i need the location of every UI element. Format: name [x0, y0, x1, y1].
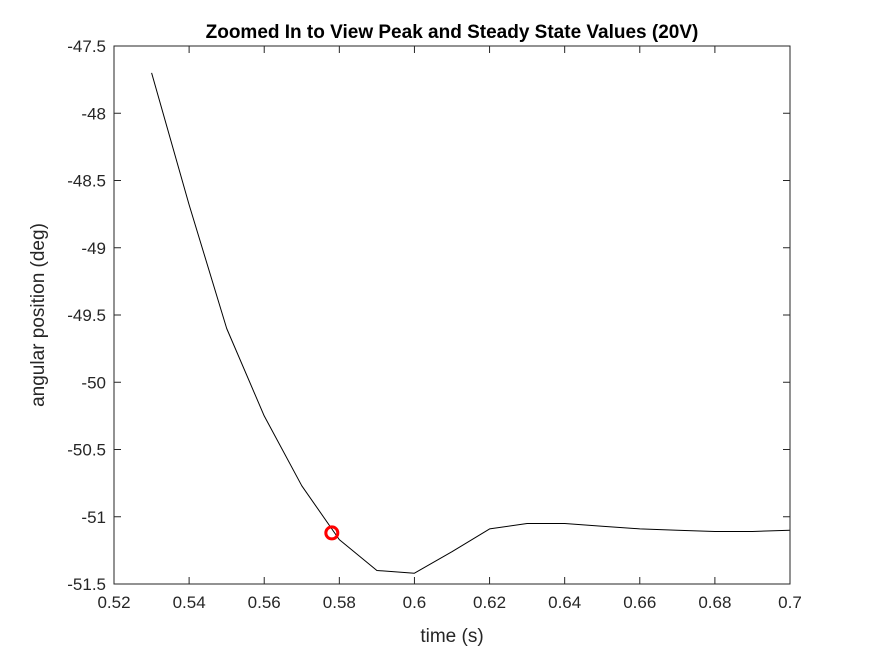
peak-marker [324, 525, 340, 541]
x-tick-label: 0.66 [623, 593, 656, 612]
x-tick-label: 0.58 [323, 593, 356, 612]
x-tick-label: 0.68 [698, 593, 731, 612]
y-tick-label: -49 [81, 239, 106, 258]
y-axis-label: angular position (deg) [28, 223, 49, 407]
x-tick-label: 0.64 [548, 593, 581, 612]
y-tick-label: -50.5 [67, 441, 106, 460]
ticks-layer: 0.52 0.54 0.56 0.58 0.6 0.62 0.64 0.66 0.68 0.7 -4… [67, 37, 802, 612]
marks-layer [151, 72, 791, 574]
x-tick-label: 0.54 [173, 593, 206, 612]
plot-area [114, 46, 790, 584]
y-tick-label: -51 [81, 508, 106, 527]
x-tick-label: 0.56 [248, 593, 281, 612]
axes-box [113, 45, 791, 585]
x-tick-label: 0.7 [778, 593, 802, 612]
x-tick-label: 0.62 [473, 593, 506, 612]
series-line [151, 72, 791, 574]
x-tick-label: 0.52 [97, 593, 130, 612]
y-tick-label: -50 [81, 373, 106, 392]
chart-title: Zoomed In to View Peak and Steady State … [206, 22, 699, 43]
y-tick-label: -49.5 [67, 306, 106, 325]
y-tick-label: -48 [81, 104, 106, 123]
y-tick-label: -48.5 [67, 172, 106, 191]
x-axis-label: time (s) [420, 626, 483, 647]
x-tick-label: 0.6 [403, 593, 427, 612]
y-tick-label: -51.5 [67, 575, 106, 594]
y-tick-label: -47.5 [67, 37, 106, 56]
